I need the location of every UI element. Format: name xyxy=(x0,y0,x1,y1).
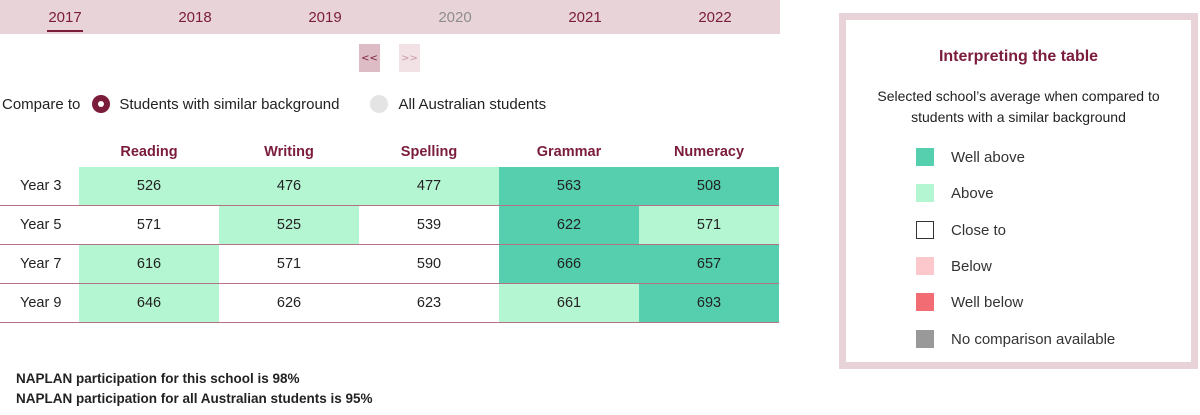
legend-item-label: No comparison available xyxy=(951,330,1116,348)
column-header-reading: Reading xyxy=(120,144,178,160)
tab-2022[interactable]: 2022 xyxy=(698,8,732,26)
legend-item-well-above: Well above xyxy=(916,148,1025,166)
legend-item-above: Above xyxy=(916,184,994,202)
table-row: Year 3 526 476 477 563 508 xyxy=(0,167,779,206)
score-cell: 508 xyxy=(639,167,779,206)
legend-item-below: Below xyxy=(916,257,992,275)
score-cell: 571 xyxy=(219,244,359,284)
row-label-header xyxy=(0,137,79,167)
score-cell: 477 xyxy=(359,167,499,206)
score-cell: 476 xyxy=(219,167,359,206)
tab-2017[interactable]: 2017 xyxy=(0,0,130,34)
tab-2021[interactable]: 2021 xyxy=(568,8,602,26)
legend-item-no-comparison: No comparison available xyxy=(916,330,1115,348)
legend-item-label: Well above xyxy=(951,148,1025,166)
row-label: Year 7 xyxy=(0,244,79,284)
above-swatch xyxy=(916,184,934,202)
well-above-swatch xyxy=(916,148,934,166)
tab-2019[interactable]: 2019 xyxy=(308,8,342,26)
legend-title: Interpreting the table xyxy=(938,48,1099,65)
national-participation-text: NAPLAN participation for all Australian … xyxy=(16,391,373,406)
next-years-button[interactable]: >> xyxy=(399,44,420,72)
score-cell: 563 xyxy=(499,167,639,206)
score-cell: 571 xyxy=(79,205,219,245)
compare-selector: Compare to Students with similar backgro… xyxy=(2,95,546,113)
score-cell: 525 xyxy=(219,205,359,245)
compare-option-label: All Australian students xyxy=(398,95,547,113)
radio-unchecked-icon[interactable] xyxy=(370,95,389,113)
school-participation-text: NAPLAN participation for this school is … xyxy=(16,371,300,386)
well-below-swatch xyxy=(916,293,934,311)
legend-description: Selected school’s average when compared … xyxy=(877,88,1160,125)
row-label: Year 9 xyxy=(0,283,79,323)
year-tabs: 2017 2018 2019 2020 2021 2022 xyxy=(0,0,780,34)
column-header-grammar: Grammar xyxy=(536,144,602,160)
row-label: Year 5 xyxy=(0,205,79,245)
legend-item-label: Well below xyxy=(951,293,1024,311)
tab-2020: 2020 xyxy=(438,8,472,26)
table-row: Year 9 646 626 623 661 693 xyxy=(0,283,779,323)
column-header-writing: Writing xyxy=(264,144,314,160)
score-cell: 539 xyxy=(359,205,499,245)
column-header-numeracy: Numeracy xyxy=(673,144,745,160)
naplan-results-table: Reading Writing Spelling Grammar Numerac… xyxy=(0,137,779,323)
row-label: Year 3 xyxy=(0,167,79,206)
score-cell: 693 xyxy=(639,283,779,323)
legend-item-label: Below xyxy=(951,257,992,275)
table-row: Year 5 571 525 539 622 571 xyxy=(0,205,779,245)
previous-years-button[interactable]: << xyxy=(359,44,380,72)
tab-2018[interactable]: 2018 xyxy=(178,8,212,26)
close-to-swatch xyxy=(916,221,934,239)
below-swatch xyxy=(916,257,934,275)
legend-item-well-below: Well below xyxy=(916,293,1023,311)
score-cell: 646 xyxy=(79,283,219,323)
compare-option-label: Students with similar background xyxy=(119,95,340,113)
legend-item-label: Above xyxy=(951,184,994,202)
no-comparison-swatch xyxy=(916,330,934,348)
compare-label: Compare to xyxy=(2,95,81,113)
radio-checked-icon[interactable] xyxy=(92,95,111,113)
score-cell: 661 xyxy=(499,283,639,323)
column-header-spelling: Spelling xyxy=(400,144,458,160)
score-cell: 526 xyxy=(79,167,219,206)
legend-panel: Interpreting the table Selected school’s… xyxy=(839,13,1198,369)
table-row: Year 7 616 571 590 666 657 xyxy=(0,244,779,284)
table-header-row: Reading Writing Spelling Grammar Numerac… xyxy=(0,137,779,167)
score-cell: 666 xyxy=(499,244,639,284)
score-cell: 616 xyxy=(79,244,219,284)
legend-item-label: Close to xyxy=(951,221,1007,239)
score-cell: 622 xyxy=(499,205,639,245)
legend-item-close-to: Close to xyxy=(916,221,1006,239)
score-cell: 626 xyxy=(219,283,359,323)
score-cell: 657 xyxy=(639,244,779,284)
compare-option-all-australian[interactable]: All Australian students xyxy=(370,95,546,113)
score-cell: 590 xyxy=(359,244,499,284)
score-cell: 623 xyxy=(359,283,499,323)
compare-option-similar-background[interactable]: Students with similar background xyxy=(92,95,339,113)
year-pager: << >> xyxy=(359,44,420,72)
score-cell: 571 xyxy=(639,205,779,245)
